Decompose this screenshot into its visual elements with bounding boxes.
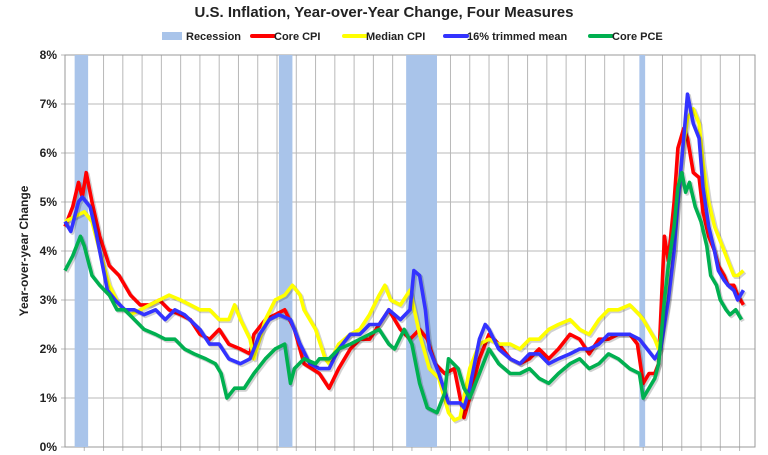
y-tick-label: 6%	[40, 146, 58, 160]
legend-item: Median CPI	[342, 31, 425, 43]
recession-band	[74, 55, 89, 447]
legend-label: 16% trimmed mean	[467, 31, 568, 43]
legend-label: Median CPI	[366, 31, 425, 43]
series-line-core-pce	[63, 170, 744, 415]
legend-item: Core CPI	[250, 31, 320, 43]
y-tick-label: 4%	[40, 244, 58, 258]
series-line-16-trimmed-mean	[63, 92, 745, 410]
y-tick-label: 2%	[40, 342, 58, 356]
y-tick-label: 8%	[40, 48, 58, 62]
legend-label: Recession	[186, 31, 241, 43]
chart-title: U.S. Inflation, Year-over-Year Change, F…	[194, 4, 573, 21]
legend-label: Core PCE	[612, 31, 663, 43]
series-line-core-cpi	[63, 126, 745, 420]
y-tick-label: 0%	[40, 440, 58, 454]
y-axis-ticks: 0% 1% 2% 3% 4% 5% 6% 7% 8%	[40, 48, 58, 454]
legend-item: Recession	[162, 31, 241, 43]
recession-band	[639, 55, 646, 447]
y-tick-label: 1%	[40, 391, 58, 405]
legend-item: Core PCE	[588, 31, 663, 43]
y-tick-label: 5%	[40, 195, 58, 209]
legend-item: 16% trimmed mean	[443, 31, 568, 43]
y-tick-label: 7%	[40, 97, 58, 111]
recession-band	[278, 55, 293, 447]
legend: Recession Core CPI Median CPI 16% trimmed m…	[162, 31, 663, 43]
legend-swatch	[162, 32, 182, 40]
series-lines	[63, 92, 747, 424]
y-tick-label: 3%	[40, 293, 58, 307]
legend-label: Core CPI	[274, 31, 320, 43]
y-axis-label: Year-over-year Change	[17, 185, 31, 316]
recession-bands	[74, 55, 646, 447]
recession-band	[406, 55, 437, 447]
